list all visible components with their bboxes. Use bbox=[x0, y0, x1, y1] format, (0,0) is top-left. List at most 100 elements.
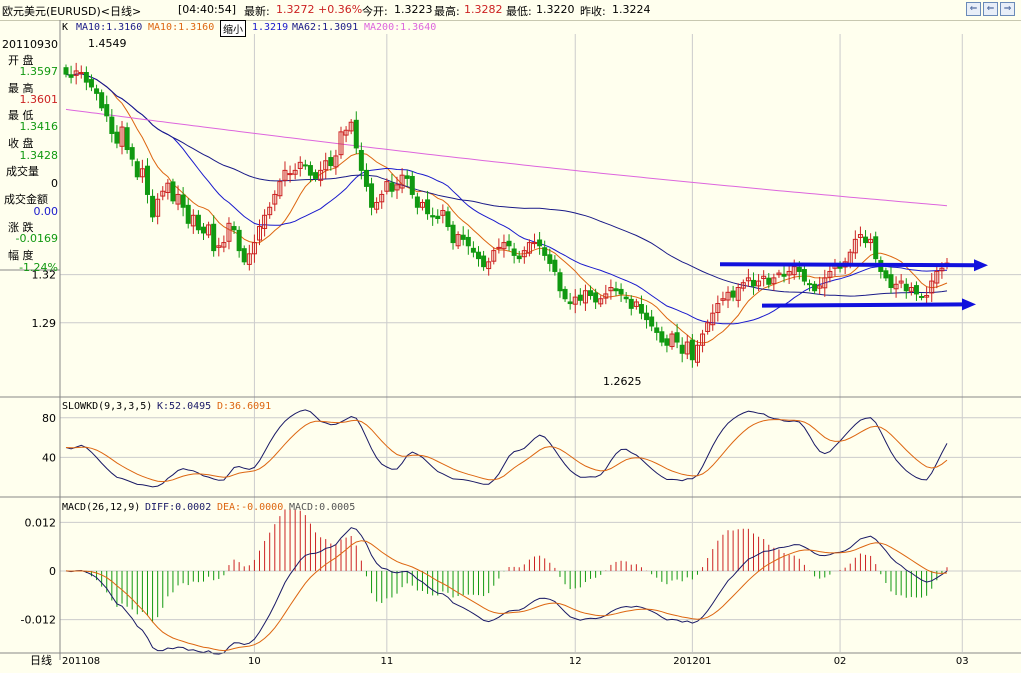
nav-forward-button[interactable]: ⇒ bbox=[1000, 2, 1015, 16]
candle-down bbox=[659, 331, 665, 343]
candle-up bbox=[761, 275, 767, 280]
high-label: 最高: bbox=[434, 5, 460, 18]
candle-up bbox=[292, 169, 298, 175]
candle-down bbox=[185, 204, 191, 224]
title-bar: 欧元美元(EURUSD)<日线> [04:40:54] 最新: 1.3272 +… bbox=[0, 0, 1021, 21]
candle-down bbox=[674, 332, 680, 343]
candle-down bbox=[68, 74, 74, 78]
candle-down bbox=[588, 290, 594, 297]
candle-up bbox=[501, 242, 507, 250]
candle-up bbox=[175, 193, 181, 205]
candle-up bbox=[756, 280, 762, 287]
zoom-out-button[interactable]: 缩小 bbox=[220, 20, 246, 37]
candle-down bbox=[328, 157, 334, 167]
candle-up bbox=[419, 201, 425, 208]
candle-down bbox=[781, 273, 787, 277]
candle-up bbox=[898, 280, 904, 284]
info-close-label: 收 盘 bbox=[8, 137, 34, 150]
candle-down bbox=[562, 288, 568, 300]
macd-diff-value: DIFF:0.0002 bbox=[145, 502, 212, 513]
candle-up bbox=[608, 287, 614, 292]
candle-up bbox=[700, 333, 706, 346]
legend-ma-value: 1.3219 bbox=[252, 22, 289, 33]
nav-back-button[interactable]: ⇐ bbox=[983, 2, 998, 16]
candle-down bbox=[404, 175, 410, 179]
candle-up bbox=[287, 173, 293, 176]
macd-tick-label: -0.012 bbox=[21, 614, 56, 627]
date-tick-label: 12 bbox=[569, 656, 582, 667]
kd-k-line bbox=[65, 409, 948, 488]
candle-up bbox=[868, 238, 874, 244]
low-price: 1.3220 bbox=[536, 3, 575, 16]
candle-down bbox=[919, 295, 925, 298]
date-tick-label: 10 bbox=[248, 656, 261, 667]
candle-up bbox=[73, 70, 79, 76]
candle-up bbox=[526, 242, 532, 254]
candle-up bbox=[822, 277, 828, 289]
info-open-label: 开 盘 bbox=[8, 54, 34, 67]
macd-dea-value: DEA:-0.0000 bbox=[217, 502, 284, 513]
nav-first-button[interactable]: ⇐ bbox=[966, 2, 981, 16]
info-volume-label: 成交量 bbox=[6, 165, 39, 178]
candle-up bbox=[827, 270, 833, 278]
candle-up bbox=[165, 182, 171, 194]
candle-down bbox=[170, 181, 176, 202]
candle-down bbox=[470, 247, 476, 253]
candle-up bbox=[333, 155, 339, 168]
candle-up bbox=[323, 160, 329, 171]
candle-down bbox=[644, 312, 650, 321]
candle-down bbox=[730, 290, 736, 298]
ma200-line bbox=[65, 108, 948, 207]
candle-up bbox=[720, 298, 726, 301]
macd-tick-label: 0 bbox=[49, 565, 56, 578]
candle-down bbox=[129, 147, 135, 160]
legend-ma10-a: MA10:1.3160 bbox=[76, 22, 143, 33]
candle-down bbox=[180, 194, 186, 208]
candle-down bbox=[516, 255, 522, 260]
candle-down bbox=[481, 255, 487, 268]
latest-label: 最新: bbox=[244, 5, 270, 18]
candle-down bbox=[236, 229, 242, 252]
legend-ma10-b: MA10:1.3160 bbox=[148, 22, 215, 33]
kd-tick-label: 40 bbox=[42, 451, 56, 464]
candle-down bbox=[450, 224, 456, 244]
candle-down bbox=[134, 161, 140, 178]
ma-blue-line bbox=[65, 73, 948, 325]
candle-up bbox=[934, 270, 940, 284]
info-close: 1.3428 bbox=[19, 149, 59, 162]
candle-up bbox=[384, 181, 390, 192]
candle-up bbox=[857, 234, 863, 238]
candle-up bbox=[532, 242, 538, 245]
macd-hist-value: MACD:0.0005 bbox=[289, 502, 356, 513]
candle-down bbox=[302, 164, 308, 167]
candle-up bbox=[715, 303, 721, 314]
candle-down bbox=[654, 327, 660, 333]
candle-up bbox=[582, 290, 588, 304]
info-high: 1.3601 bbox=[19, 93, 59, 106]
candle-up bbox=[771, 277, 777, 285]
candle-down bbox=[689, 339, 695, 361]
candle-up bbox=[491, 250, 497, 262]
candle-down bbox=[211, 223, 217, 252]
candle-up bbox=[399, 174, 405, 189]
candle-down bbox=[195, 214, 201, 231]
candle-up bbox=[155, 198, 161, 217]
info-amplitude-label: 幅 度 bbox=[8, 249, 34, 262]
candle-up bbox=[572, 296, 578, 305]
resistance-arrow-head bbox=[974, 259, 988, 272]
kd-d-line bbox=[65, 419, 948, 483]
candle-down bbox=[506, 240, 512, 247]
candle-up bbox=[190, 214, 196, 227]
candle-up bbox=[139, 168, 145, 178]
candle-down bbox=[593, 292, 599, 303]
info-amount: 0.00 bbox=[33, 205, 59, 218]
candle-up bbox=[267, 206, 273, 216]
kd-d-value: D:36.6091 bbox=[217, 401, 272, 412]
ma10-line bbox=[65, 73, 948, 344]
legend-k: K bbox=[62, 22, 69, 33]
date-tick-label: 11 bbox=[380, 656, 393, 667]
candle-up bbox=[440, 209, 446, 216]
candle-down bbox=[414, 196, 420, 208]
candle-up bbox=[669, 333, 675, 348]
